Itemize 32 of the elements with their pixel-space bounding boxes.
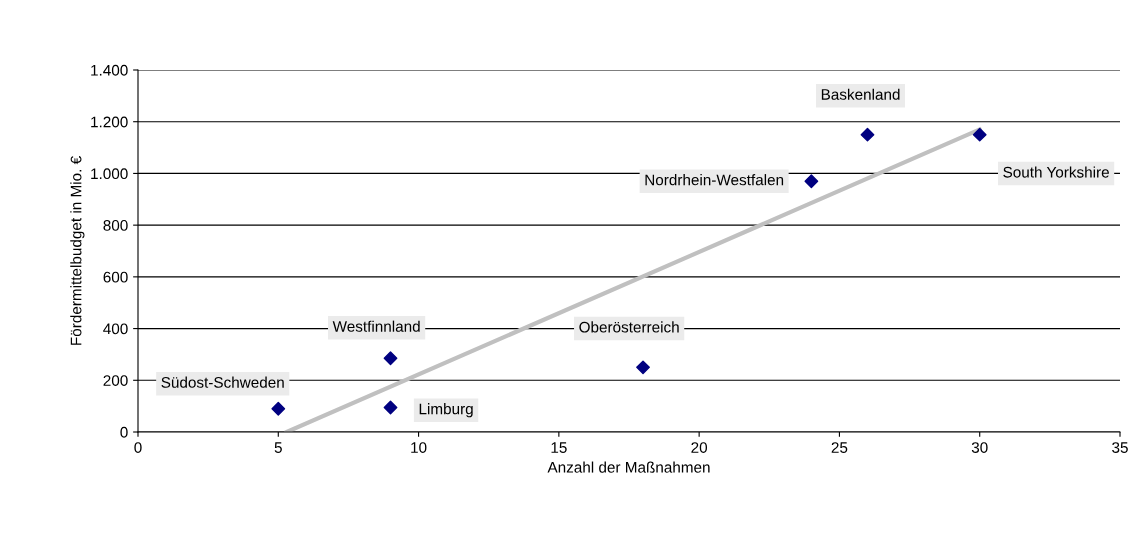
y-tick-label: 0 <box>120 426 128 438</box>
annotation: Oberösterreich <box>579 321 679 333</box>
x-tick-label: 10 <box>411 442 427 453</box>
point <box>860 127 875 142</box>
point <box>271 401 286 416</box>
annotation: South Yorkshire <box>1003 166 1109 178</box>
point <box>636 360 650 375</box>
y-tick-label: 1.000 <box>91 168 128 180</box>
y-tick-label: 800 <box>103 220 128 231</box>
annotation: Limburg <box>419 403 473 418</box>
y-tick-label: 1.200 <box>91 116 128 128</box>
point <box>972 127 987 142</box>
y-tick-label: 1.400 <box>91 64 128 76</box>
annotation: Baskenland <box>821 88 900 100</box>
x-tick-label: 35 <box>1112 442 1128 453</box>
x-tick-label: 30 <box>971 442 988 453</box>
annotation: Westfinnland <box>332 320 420 332</box>
x-tick-label: 25 <box>831 442 848 453</box>
x-tick-label: 20 <box>691 442 708 453</box>
point <box>804 174 819 189</box>
x-tick-label: 0 <box>134 442 142 453</box>
point <box>383 351 398 366</box>
x-tick-label: 15 <box>551 442 567 453</box>
point <box>383 400 398 415</box>
annotation: Nordrhein-Westfalen <box>645 174 784 186</box>
x-axis-title: Anzahl der Maßnahmen <box>547 461 710 473</box>
annotation: Südost-Schweden <box>161 376 284 388</box>
y-axis-title: Fördermittelbudget in Mio. € <box>70 156 85 345</box>
x-tick-label: 5 <box>274 442 282 453</box>
y-tick-label: 200 <box>103 375 128 386</box>
y-tick-label: 600 <box>103 271 128 283</box>
y-tick-label: 400 <box>103 323 128 335</box>
